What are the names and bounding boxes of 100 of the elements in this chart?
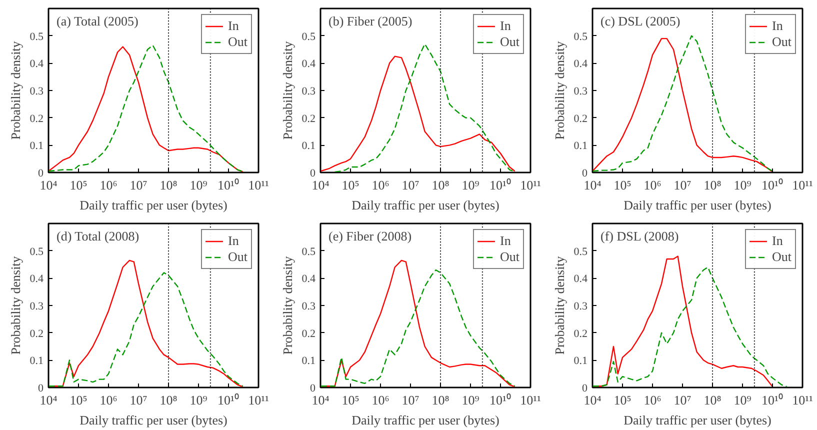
legend-label: Out bbox=[772, 249, 792, 265]
x-tick-label: 10⁸ bbox=[160, 178, 178, 192]
y-tick-label: 0.2 bbox=[302, 112, 316, 125]
y-tick-label: 0.3 bbox=[30, 86, 44, 98]
legend-label: Out bbox=[500, 249, 520, 265]
x-tick-label: 10⁴ bbox=[312, 392, 330, 408]
x-tick-label: 10⁹ bbox=[734, 178, 752, 192]
x-tick-label: 10⁸ bbox=[704, 178, 722, 192]
x-tick-label: 10⁹ bbox=[190, 392, 208, 408]
x-tick-label: 10¹⁰ bbox=[218, 178, 240, 192]
x-tick-label: 10¹¹ bbox=[520, 392, 541, 408]
chart-title: (b) Fiber (2005) bbox=[328, 14, 412, 28]
x-tick-label: 10¹⁰ bbox=[762, 392, 784, 408]
y-tick-label: 0.1 bbox=[302, 355, 316, 368]
chart-title: (e) Fiber (2008) bbox=[328, 228, 412, 244]
x-tick-label: 10⁶ bbox=[100, 392, 118, 408]
y-tick-label: 0 bbox=[310, 168, 316, 180]
y-tick-label: 0.3 bbox=[302, 300, 316, 312]
y-tick-label: 0 bbox=[582, 168, 588, 180]
y-tick-label: 0.4 bbox=[30, 58, 44, 70]
y-axis-title: Probability density bbox=[8, 256, 23, 355]
y-tick-label: 0.4 bbox=[302, 273, 316, 286]
x-axis-title: Daily traffic per user (bytes) bbox=[352, 412, 500, 428]
legend-label: In bbox=[772, 18, 784, 34]
y-tick-label: 0.3 bbox=[574, 300, 588, 312]
x-tick-label: 10⁶ bbox=[644, 178, 662, 192]
y-tick-label: 0.4 bbox=[574, 58, 588, 70]
x-tick-label: 10⁵ bbox=[342, 392, 360, 408]
x-axis-title: Daily traffic per user (bytes) bbox=[624, 198, 772, 212]
y-tick-label: 0.4 bbox=[30, 273, 44, 286]
x-tick-label: 10⁶ bbox=[644, 392, 662, 408]
x-tick-label: 10⁵ bbox=[614, 392, 632, 408]
y-tick-label: 0.4 bbox=[574, 273, 588, 286]
x-tick-label: 10⁶ bbox=[372, 178, 390, 192]
x-tick-label: 10⁹ bbox=[462, 178, 480, 192]
x-tick-label: 10⁹ bbox=[734, 392, 752, 408]
y-tick-label: 0.1 bbox=[30, 355, 44, 368]
y-tick-label: 0.3 bbox=[574, 86, 588, 98]
y-tick-label: 0.2 bbox=[30, 112, 44, 125]
x-tick-label: 10⁵ bbox=[70, 178, 88, 192]
x-tick-label: 10⁹ bbox=[462, 392, 480, 408]
x-axis-title: Daily traffic per user (bytes) bbox=[352, 198, 500, 212]
legend-label: In bbox=[772, 233, 784, 249]
x-tick-label: 10⁵ bbox=[70, 392, 88, 408]
y-tick-label: 0.5 bbox=[30, 30, 44, 43]
legend-label: In bbox=[228, 233, 240, 249]
y-tick-label: 0 bbox=[38, 382, 44, 394]
x-tick-label: 10⁴ bbox=[584, 178, 602, 192]
x-tick-label: 10⁶ bbox=[100, 178, 118, 192]
x-tick-label: 10⁶ bbox=[372, 392, 390, 408]
x-tick-label: 10⁴ bbox=[40, 392, 58, 408]
x-tick-label: 10⁴ bbox=[40, 178, 58, 192]
x-axis-title: Daily traffic per user (bytes) bbox=[80, 412, 228, 428]
x-tick-label: 10⁷ bbox=[402, 392, 420, 408]
y-tick-label: 0 bbox=[582, 382, 588, 394]
x-tick-label: 10⁷ bbox=[674, 178, 692, 192]
y-tick-label: 0.2 bbox=[302, 328, 316, 340]
x-tick-label: 10⁸ bbox=[704, 392, 722, 408]
y-axis-title: Probability density bbox=[280, 256, 295, 355]
y-axis-title: Probability density bbox=[8, 40, 23, 140]
x-tick-label: 10¹⁰ bbox=[490, 178, 512, 192]
x-tick-label: 10¹⁰ bbox=[218, 392, 240, 408]
legend-label: In bbox=[500, 18, 512, 34]
x-tick-label: 10¹¹ bbox=[792, 178, 813, 192]
x-tick-label: 10⁵ bbox=[342, 178, 360, 192]
x-tick-label: 10⁸ bbox=[160, 392, 178, 408]
x-tick-label: 10⁵ bbox=[614, 178, 632, 192]
x-tick-label: 10¹¹ bbox=[248, 392, 269, 408]
y-tick-label: 0.4 bbox=[302, 58, 316, 70]
y-tick-label: 0.5 bbox=[574, 30, 588, 43]
chart-title: (a) Total (2005) bbox=[56, 14, 138, 28]
y-tick-label: 0.2 bbox=[30, 328, 44, 340]
legend-label: Out bbox=[228, 34, 248, 50]
y-tick-label: 0.3 bbox=[30, 300, 44, 312]
x-tick-label: 10¹⁰ bbox=[762, 178, 784, 192]
x-tick-label: 10⁴ bbox=[584, 392, 602, 408]
x-tick-label: 10⁸ bbox=[432, 178, 450, 192]
chart-title: (f) DSL (2008) bbox=[600, 228, 679, 244]
legend-label: Out bbox=[772, 34, 792, 50]
legend-label: Out bbox=[228, 249, 248, 265]
y-tick-label: 0 bbox=[310, 382, 316, 394]
y-tick-label: 0.5 bbox=[302, 246, 316, 258]
y-tick-label: 0.2 bbox=[574, 112, 588, 125]
x-tick-label: 10⁷ bbox=[130, 178, 148, 192]
x-tick-label: 10¹¹ bbox=[792, 392, 813, 408]
y-tick-label: 0.1 bbox=[574, 355, 588, 368]
chart-title: (c) DSL (2005) bbox=[600, 14, 680, 28]
x-tick-label: 10⁷ bbox=[402, 178, 420, 192]
y-tick-label: 0 bbox=[38, 168, 44, 180]
x-tick-label: 10⁴ bbox=[312, 178, 330, 192]
legend-label: Out bbox=[500, 34, 520, 50]
y-tick-label: 0.5 bbox=[302, 30, 316, 43]
x-tick-label: 10⁸ bbox=[432, 392, 450, 408]
x-axis-title: Daily traffic per user (bytes) bbox=[624, 412, 772, 428]
y-axis-title: Probability density bbox=[552, 40, 567, 140]
x-tick-label: 10¹¹ bbox=[520, 178, 541, 192]
x-tick-label: 10⁹ bbox=[190, 178, 208, 192]
x-tick-label: 10¹⁰ bbox=[490, 392, 512, 408]
y-tick-label: 0.1 bbox=[30, 140, 44, 152]
chart-title: (d) Total (2008) bbox=[56, 228, 140, 244]
